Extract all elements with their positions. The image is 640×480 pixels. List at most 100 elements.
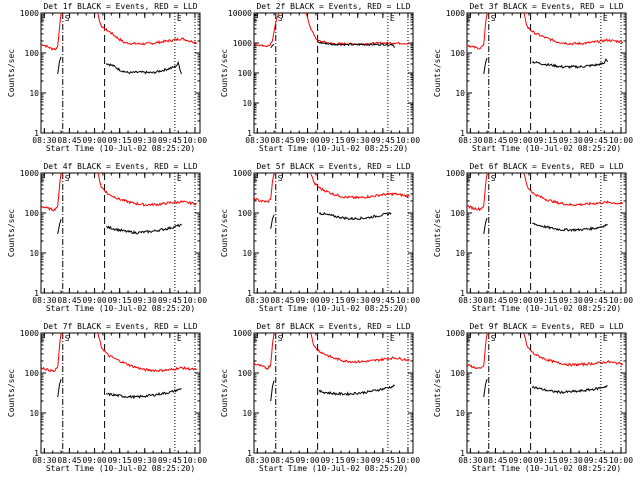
marker-label: S [491, 174, 496, 183]
plot-frame [253, 332, 414, 454]
marker-label: E [603, 14, 608, 23]
panel-det-4: Det 4f BLACK = Events, RED = LLD 1 10 100 10… [7, 162, 207, 313]
x-tick-label: 08:45 [57, 456, 81, 465]
series-line-lld [523, 173, 624, 207]
x-tick-label: 10:00 [396, 136, 420, 145]
series-line-events [317, 41, 396, 48]
series-line-events [106, 223, 182, 235]
y-tick-label: 1000 [233, 329, 252, 338]
y-tick-label: 1 [460, 129, 465, 138]
y-tick-label: 1000 [20, 9, 39, 18]
x-tick-label: 09:15 [321, 136, 345, 145]
y-axis-label: Counts/sec [7, 209, 16, 257]
y-tick-label: 1 [34, 289, 39, 298]
x-tick-label: 10:00 [609, 456, 633, 465]
series-line-events [318, 384, 395, 396]
x-tick-label: 09:15 [108, 456, 132, 465]
x-tick-label: 10:00 [183, 456, 207, 465]
y-axis-label: Counts/sec [7, 369, 16, 417]
series-line-lld [310, 173, 411, 200]
x-tick-label: 10:00 [396, 296, 420, 305]
series-line-lld [97, 173, 197, 207]
y-axis-label: Counts/sec [220, 209, 229, 257]
panel-det-6: Det 6f BLACK = Events, RED = LLD 1 10 100 10… [433, 162, 633, 313]
marker-label: S [278, 14, 283, 23]
y-tick-label: 1000 [20, 169, 39, 178]
series-line-events [483, 217, 488, 234]
series-line-lld [523, 333, 624, 367]
x-tick-label: 08:45 [483, 136, 507, 145]
panel-det-5: Det 5f BLACK = Events, RED = LLD 1 10 100 10… [220, 162, 420, 313]
y-tick-label: 1000 [446, 329, 465, 338]
x-axis-label: Start Time (10-Jul-02 08:25:20) [46, 464, 195, 473]
x-tick-label: 09:45 [584, 136, 608, 145]
marker-label: E [177, 334, 182, 343]
x-tick-label: 09:15 [108, 296, 132, 305]
plot-frame [40, 172, 201, 294]
marker-label: E [466, 14, 471, 23]
series-line-events [57, 56, 62, 74]
series-line-lld [254, 13, 280, 48]
series-line-lld [254, 333, 275, 371]
x-tick-label: 08:45 [270, 136, 294, 145]
x-tick-label: 08:30 [458, 136, 482, 145]
y-axis-label: Counts/sec [220, 369, 229, 417]
y-axis-label: Counts/sec [220, 49, 229, 97]
plot-frame [466, 172, 627, 294]
x-tick-label: 08:30 [245, 136, 269, 145]
x-tick-label: 09:30 [559, 136, 583, 145]
y-tick-label: 10 [455, 249, 465, 258]
chart-title: Det 8f BLACK = Events, RED = LLD [256, 322, 410, 331]
series-line-events [483, 379, 488, 398]
x-tick-label: 09:15 [321, 456, 345, 465]
marker-label: S [278, 174, 283, 183]
series-line-lld [467, 173, 488, 212]
y-tick-label: 100 [238, 69, 253, 78]
plot-frame [40, 332, 201, 454]
marker-label: E [40, 334, 45, 343]
panel-det-2: Det 2f BLACK = Events, RED = LLD 1 10 100 10… [220, 2, 420, 153]
marker-label: E [466, 174, 471, 183]
chart-title: Det 3f BLACK = Events, RED = LLD [469, 2, 623, 11]
x-tick-label: 08:45 [270, 296, 294, 305]
series-line-lld [254, 173, 275, 204]
y-tick-label: 100 [451, 49, 466, 58]
x-tick-label: 09:45 [584, 296, 608, 305]
marker-label: E [177, 174, 182, 183]
plot-frame [253, 12, 414, 134]
x-tick-label: 10:00 [609, 296, 633, 305]
x-tick-label: 09:45 [371, 136, 395, 145]
y-tick-label: 1 [247, 129, 252, 138]
marker-label: E [603, 174, 608, 183]
y-tick-label: 10 [29, 89, 39, 98]
plot-frame [40, 12, 201, 134]
series-line-lld [467, 333, 488, 370]
x-tick-label: 09:00 [296, 296, 320, 305]
marker-label: E [177, 14, 182, 23]
marker-label: E [390, 14, 395, 23]
series-line-events [483, 57, 488, 74]
x-tick-label: 09:45 [584, 456, 608, 465]
chart-title: Det 2f BLACK = Events, RED = LLD [256, 2, 410, 11]
marker-label: E [390, 174, 395, 183]
marker-label: E [603, 334, 608, 343]
x-tick-label: 10:00 [609, 136, 633, 145]
x-tick-label: 09:30 [559, 296, 583, 305]
x-tick-label: 09:15 [534, 456, 558, 465]
series-line-lld [41, 13, 62, 51]
series-line-events [57, 219, 62, 235]
series-line-lld [41, 333, 62, 373]
chart-title: Det 4f BLACK = Events, RED = LLD [43, 162, 197, 171]
x-tick-label: 08:45 [270, 456, 294, 465]
y-tick-label: 100 [238, 209, 253, 218]
x-tick-label: 09:15 [108, 136, 132, 145]
y-tick-label: 100 [451, 369, 466, 378]
marker-label: E [253, 14, 258, 23]
x-axis-label: Start Time (10-Jul-02 08:25:20) [472, 304, 621, 313]
series-line-lld [97, 13, 198, 46]
marker-label: E [466, 334, 471, 343]
x-tick-label: 09:15 [534, 296, 558, 305]
x-tick-label: 09:45 [371, 456, 395, 465]
x-tick-label: 09:00 [509, 456, 533, 465]
x-axis-label: Start Time (10-Jul-02 08:25:20) [259, 304, 408, 313]
